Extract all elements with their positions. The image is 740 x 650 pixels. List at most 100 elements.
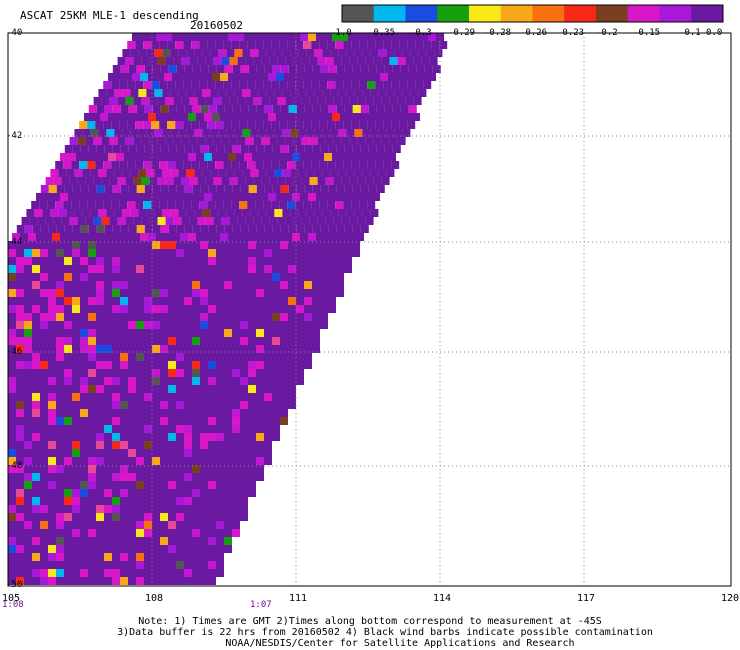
swath-cell [261,57,270,65]
swath-cell [128,185,137,193]
swath-cell [184,401,192,409]
swath-cell [256,329,264,337]
swath-cell [253,97,262,105]
swath-cell [66,169,75,177]
swath-cell [357,97,366,105]
swath-cell [418,49,427,57]
swath-cell [183,121,192,129]
swath-cell [88,521,96,529]
swath-cell [96,545,104,553]
swath-cell [101,137,110,145]
swath-cell [31,201,40,209]
swath-cell [144,145,153,153]
swath-cell [108,113,116,121]
swath-cell [221,137,230,145]
swath-cell [16,433,24,441]
swath-cell [152,449,160,457]
swath-cell [144,513,152,521]
swath-cell [404,73,412,81]
swath-cell [8,257,16,265]
swath-cell [154,129,163,137]
swath-cell [236,33,244,41]
swath-cell [104,409,112,417]
colorbar-segment [532,5,565,22]
swath-cell [312,65,321,73]
swath-cell [312,337,320,345]
swath-cell [336,65,345,73]
swath-cell [120,241,128,249]
swath-cell [112,329,120,337]
swath-cell [152,321,160,329]
swath-cell [80,257,88,265]
swath-cell [120,273,128,281]
swath-cell [264,241,272,249]
swath-cell [72,481,80,489]
swath-cell [80,241,88,249]
colorbar-segment [627,5,660,22]
swath-cell [264,361,272,369]
swath-cell [368,65,377,73]
swath-cell [136,249,144,257]
swath-cell [88,441,96,449]
swath-cell [320,249,328,257]
swath-cell [143,161,152,169]
swath-cell [176,353,184,361]
swath-cell [8,289,16,297]
swath-cell [40,313,48,321]
swath-cell [144,481,152,489]
swath-cell [341,137,350,145]
colorbar-segment [691,5,724,22]
colorbar-label: -0.26 [520,28,548,38]
swath-cell [304,65,313,73]
swath-cell [96,425,104,433]
swath-cell [80,273,88,281]
swath-cell [228,33,236,41]
swath-cell [192,505,200,513]
swath-cell [296,249,304,257]
swath-cell [164,233,172,241]
swath-cell [28,233,36,241]
swath-cell [340,73,348,81]
swath-cell [149,137,158,145]
swath-cell [349,137,358,145]
swath-cell [84,113,92,121]
swath-cell [328,249,336,257]
swath-cell [136,569,144,577]
swath-cell [192,433,200,441]
swath-cell [319,121,328,129]
swath-cell [349,217,358,225]
swath-cell [220,193,228,201]
swath-cell [152,417,160,425]
swath-cell [304,185,313,193]
swath-cell [216,265,224,273]
swath-cell [128,473,136,481]
swath-cell [133,57,142,65]
swath-cell [160,425,168,433]
swath-cell [175,121,184,129]
swath-cell [208,225,217,233]
swath-cell [152,561,160,569]
swath-cell [48,569,56,577]
swath-cell [16,481,24,489]
lat-tick-label: -44 [6,237,23,247]
swath-cell [117,97,126,105]
swath-cell [253,137,262,145]
swath-cell [224,361,232,369]
swath-cell [280,321,288,329]
swath-cell [96,185,105,193]
swath-cell [45,177,54,185]
swath-cell [109,177,118,185]
swath-cell [103,201,112,209]
swath-cell [176,297,184,305]
swath-cell [186,169,195,177]
swath-cell [256,441,264,449]
swath-cell [48,553,56,561]
swath-cell [184,289,192,297]
swath-cell [8,273,16,281]
swath-cell [64,353,72,361]
swath-cell [58,209,67,217]
swath-cell [56,297,64,305]
swath-cell [56,337,64,345]
swath-cell [351,81,360,89]
swath-cell [306,129,315,137]
